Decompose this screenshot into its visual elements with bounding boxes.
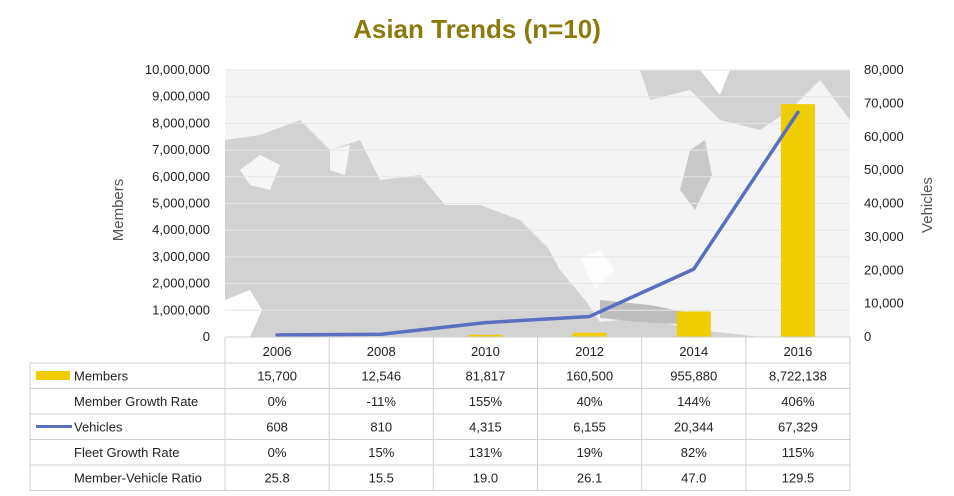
table-cell: 144%: [677, 394, 711, 409]
table-header-2014: 2014: [679, 344, 708, 359]
bar-members-2010: [468, 334, 503, 337]
table-cell: 25.8: [264, 471, 289, 486]
y-axis-label: Members: [110, 179, 127, 242]
table-cell: 160,500: [566, 369, 613, 384]
table-row-label: Fleet Growth Rate: [74, 445, 180, 460]
y-tick-label: 6,000,000: [152, 169, 210, 184]
table-cell: 810: [370, 420, 392, 435]
y-axis-left: 0 1,000,000 2,000,000 3,000,000 4,000,000 5,0…: [145, 62, 210, 344]
table-cell: 131%: [469, 445, 503, 460]
y-tick-label: 0: [203, 329, 210, 344]
y2-tick-label: 60,000: [864, 129, 904, 144]
table-cell: 15%: [368, 445, 394, 460]
y-tick-label: 2,000,000: [152, 276, 210, 291]
y-axis-right: 0 10,000 20,000 30,000 40,000 50,000 60,000 70,…: [864, 62, 904, 344]
table-cell: 19.0: [473, 471, 498, 486]
table-cell: -11%: [367, 394, 397, 409]
y2-tick-label: 30,000: [864, 229, 904, 244]
table-cell: 15.5: [369, 471, 394, 486]
table-row-label: Members: [74, 369, 129, 384]
y-tick-label: 4,000,000: [152, 222, 210, 237]
table-cell: 406%: [781, 394, 815, 409]
bar-members-2012: [572, 332, 607, 337]
table-header-2008: 2008: [367, 344, 396, 359]
bar-members-2014: [676, 311, 711, 337]
table-cell: 81,817: [466, 369, 506, 384]
table-cell: 0%: [268, 394, 287, 409]
table-cell: 20,344: [674, 420, 714, 435]
y2-tick-label: 0: [864, 329, 871, 344]
table-cell: 0%: [268, 445, 287, 460]
table-row-label: Vehicles: [74, 420, 123, 435]
y2-tick-label: 80,000: [864, 62, 904, 77]
table-row-label: Member Growth Rate: [74, 394, 198, 409]
y-tick-label: 1,000,000: [152, 302, 210, 317]
y-tick-label: 7,000,000: [152, 142, 210, 157]
y2-tick-label: 20,000: [864, 262, 904, 277]
table-header-2016: 2016: [783, 344, 812, 359]
table-cell: 26.1: [577, 471, 602, 486]
table-header-2012: 2012: [575, 344, 604, 359]
y-tick-label: 8,000,000: [152, 115, 210, 130]
y2-tick-label: 70,000: [864, 95, 904, 110]
table-cell: 4,315: [469, 420, 502, 435]
table-cell: 129.5: [782, 471, 815, 486]
table-cell: 15,700: [257, 369, 297, 384]
y-tick-label: 3,000,000: [152, 249, 210, 264]
table-cell: 82%: [681, 445, 707, 460]
chart-title: Asian Trends (n=10): [353, 14, 601, 44]
table-header-2006: 2006: [263, 344, 292, 359]
y-tick-label: 9,000,000: [152, 89, 210, 104]
y2-tick-label: 10,000: [864, 296, 904, 311]
data-table: 2006 2008 2010 2012 2014 2016 Members 15,700 12,…: [29, 336, 851, 491]
table-header-2010: 2010: [471, 344, 500, 359]
y2-axis-label: Vehicles: [919, 177, 936, 233]
table-cell: 608: [266, 420, 288, 435]
table-cell: 955,880: [670, 369, 717, 384]
y2-tick-label: 50,000: [864, 162, 904, 177]
table-cell: 12,546: [361, 369, 401, 384]
line-vehicles: [275, 110, 800, 337]
table-row-label: Member-Vehicle Ratio: [74, 471, 202, 486]
legend-members-swatch: [36, 371, 70, 380]
bar-members-2016: [780, 104, 815, 337]
table-cell: 155%: [469, 394, 503, 409]
table-cell: 6,155: [573, 420, 606, 435]
vehicle-line: [275, 110, 800, 337]
member-bars: [260, 104, 815, 337]
table-cell: 19%: [577, 445, 603, 460]
table-cell: 8,722,138: [769, 369, 827, 384]
table-cell: 115%: [782, 445, 815, 460]
y2-tick-label: 40,000: [864, 196, 904, 211]
y-tick-label: 5,000,000: [152, 196, 210, 211]
table-cell: 47.0: [681, 471, 706, 486]
table-cell: 40%: [577, 394, 603, 409]
y-tick-label: 10,000,000: [145, 62, 210, 77]
table-cell: 67,329: [778, 420, 818, 435]
